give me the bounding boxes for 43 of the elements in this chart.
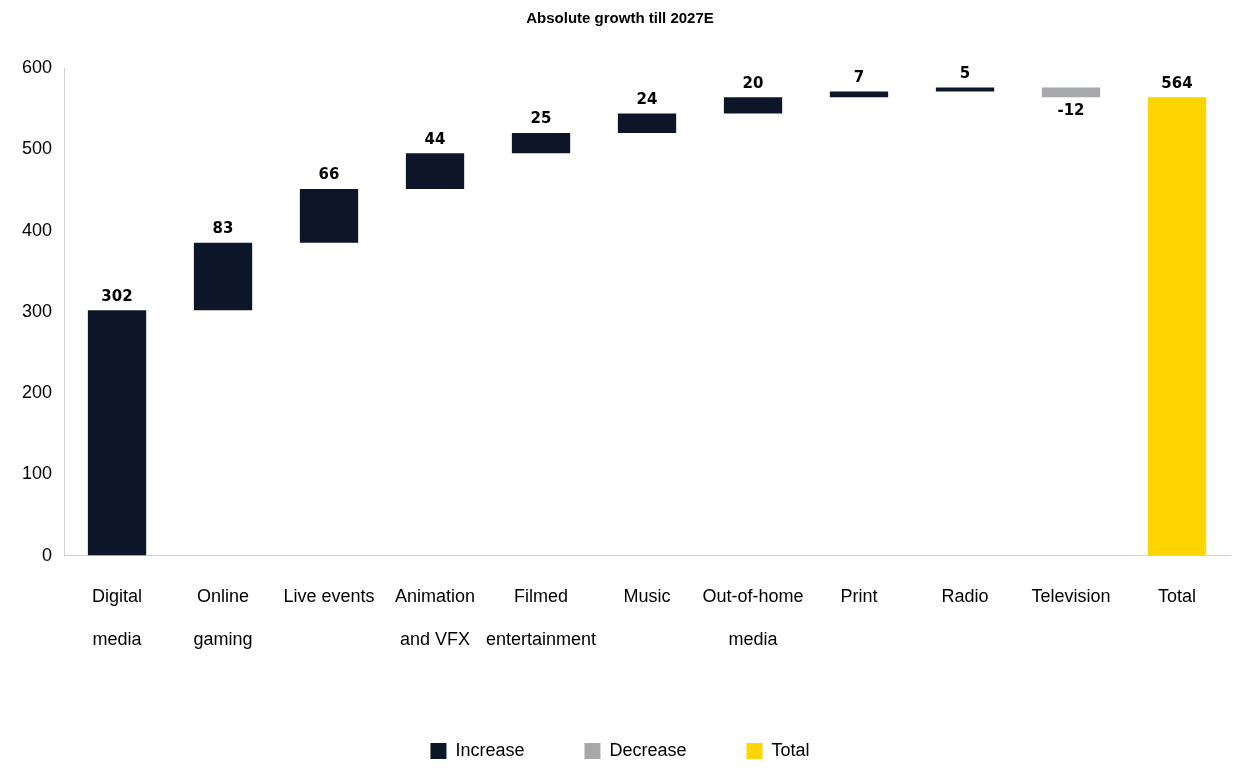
x-tick-label: Music (623, 586, 671, 607)
data-label: 7 (853, 67, 865, 86)
category-label: Digital media (92, 586, 143, 650)
legend-label: Decrease (609, 739, 687, 760)
bar (935, 87, 995, 92)
x-tick-label: Live events (283, 586, 375, 607)
y-tick-label: 600 (21, 56, 53, 77)
category-label: Filmed entertainment (485, 586, 597, 650)
y-tick-label: 0 (42, 544, 53, 565)
y-tick-label: 500 (21, 138, 53, 159)
legend-label: Increase (455, 739, 525, 760)
x-tick-label: Television (1031, 586, 1111, 607)
data-label: 66 (318, 165, 340, 184)
data-label: 83 (212, 219, 234, 238)
data-label: 24 (636, 89, 658, 108)
bar (511, 133, 571, 154)
bar (87, 310, 147, 556)
bar (1147, 97, 1207, 556)
x-tick-label: Total (1157, 586, 1197, 607)
data-label: 20 (742, 73, 764, 92)
bar (723, 97, 783, 114)
legend-label: Total (771, 739, 810, 760)
data-label: 302 (101, 286, 133, 305)
y-tick-label: 400 (21, 219, 53, 240)
y-tick-label: 200 (21, 382, 53, 403)
data-label: -12 (1057, 100, 1085, 119)
data-label: 44 (424, 129, 446, 148)
bar (1041, 87, 1101, 98)
data-label: 5 (959, 63, 971, 82)
category-label: Online gaming (193, 586, 253, 650)
category-label: Animation and VFX (395, 586, 476, 650)
bar (405, 153, 465, 190)
y-tick-label: 300 (21, 300, 53, 321)
x-tick-label: Radio (941, 586, 989, 607)
data-label: 564 (1161, 73, 1193, 92)
chart-title: Absolute growth till 2027E (526, 9, 714, 27)
bar (617, 113, 677, 134)
x-tick-label: Print (840, 586, 878, 607)
data-label: 25 (530, 109, 552, 128)
bar (193, 242, 253, 311)
y-tick-label: 100 (21, 463, 53, 484)
bar (299, 189, 359, 243)
category-label: Out-of-home media (702, 586, 804, 650)
